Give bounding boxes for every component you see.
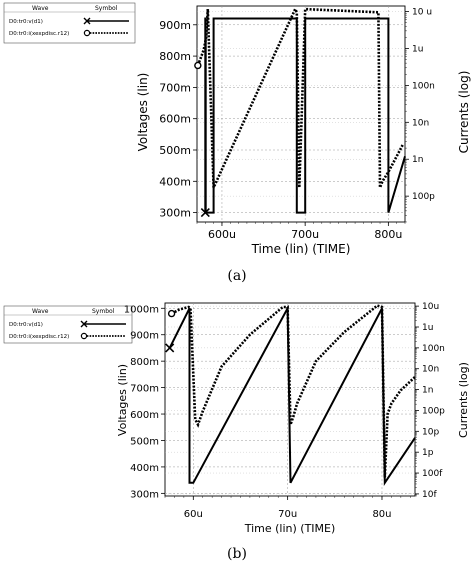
x-axis-label: Time (lin) (TIME) xyxy=(251,242,351,256)
series-x-marker xyxy=(200,208,210,218)
series-line-current xyxy=(196,6,405,189)
y-left-axis-label: Voltages (lin) xyxy=(136,73,150,152)
y-right-tick-label: 10p xyxy=(422,427,439,437)
x-tick-label: 60u xyxy=(184,509,203,520)
y-right-tick-label: 10u xyxy=(422,302,439,312)
y-right-tick-label: 100n xyxy=(422,344,445,354)
x-tick-label: 600u xyxy=(208,228,236,241)
y-left-tick-label: 1000m xyxy=(124,304,159,315)
series-x-marker xyxy=(165,343,175,353)
x-tick-label: 70u xyxy=(278,509,297,520)
y-right-tick-label: 1n xyxy=(412,155,423,165)
y-left-tick-label: 600m xyxy=(130,410,159,421)
legend-entry-label: D0:tr0:i(xexpdisc.r12) xyxy=(9,334,69,340)
y-right-tick-label: 10n xyxy=(422,365,439,375)
y-right-tick-label: 10 u xyxy=(412,8,432,18)
y-left-tick-label: 700m xyxy=(130,384,159,395)
x-tick-label: 80u xyxy=(372,509,391,520)
y-left-tick-label: 500m xyxy=(130,436,159,447)
y-left-tick-label: 800m xyxy=(159,50,191,63)
panel-caption: (b) xyxy=(227,546,247,562)
legend-header-wave: Wave xyxy=(32,5,49,12)
y-left-axis-label: Voltages (lin) xyxy=(116,364,129,436)
plot-frame xyxy=(196,5,406,223)
y-right-tick-label: 100f xyxy=(422,469,443,479)
y-left-tick-label: 800m xyxy=(130,357,159,368)
y-right-tick-label: 1u xyxy=(422,323,433,333)
y-left-tick-label: 400m xyxy=(159,175,191,188)
y-right-axis-label: Currents (log) xyxy=(457,71,471,154)
y-left-tick-label: 500m xyxy=(159,144,191,157)
legend-header-wave: Wave xyxy=(32,308,49,315)
series-line-current xyxy=(170,304,416,478)
legend-entry-label: D0:tr0:v(d1) xyxy=(9,322,43,328)
legend-x-marker-icon xyxy=(83,17,91,25)
y-right-tick-label: 100p xyxy=(422,406,445,416)
x-tick-label: 800u xyxy=(374,228,402,241)
legend-header-symbol: Symbol xyxy=(92,308,115,315)
legend-entry-label: D0:tr0:i(xexpdisc.r12) xyxy=(9,31,69,37)
y-left-tick-label: 900m xyxy=(159,19,191,32)
legend-entry-label: D0:tr0:v(d1) xyxy=(9,19,43,25)
x-axis-label: Time (lin) (TIME) xyxy=(244,522,336,535)
y-right-tick-label: 1p xyxy=(422,448,434,458)
y-left-tick-label: 400m xyxy=(130,463,159,474)
y-left-tick-label: 300m xyxy=(159,207,191,220)
panel-caption: (a) xyxy=(227,268,246,284)
y-left-tick-label: 900m xyxy=(130,331,159,342)
legend-x-marker-icon xyxy=(80,320,88,328)
y-right-tick-label: 1n xyxy=(422,386,433,396)
y-left-tick-label: 700m xyxy=(159,81,191,94)
series-circle-marker xyxy=(167,309,176,318)
y-right-tick-label: 100n xyxy=(412,81,435,91)
y-left-tick-label: 600m xyxy=(159,113,191,126)
legend-box xyxy=(3,2,136,44)
y-right-tick-label: 1u xyxy=(412,44,423,54)
series-circle-marker xyxy=(194,61,202,70)
x-tick-label: 700u xyxy=(291,228,319,241)
y-right-tick-label: 10n xyxy=(412,118,429,128)
y-left-tick-label: 300m xyxy=(130,489,159,500)
legend-circle-marker-icon xyxy=(80,332,88,340)
legend-circle-marker-icon xyxy=(83,29,91,37)
y-right-tick-label: 10f xyxy=(422,490,437,500)
y-right-axis-label: Currents (log) xyxy=(457,362,470,438)
y-right-tick-label: 100p xyxy=(412,192,435,202)
legend-header-symbol: Symbol xyxy=(95,5,118,12)
